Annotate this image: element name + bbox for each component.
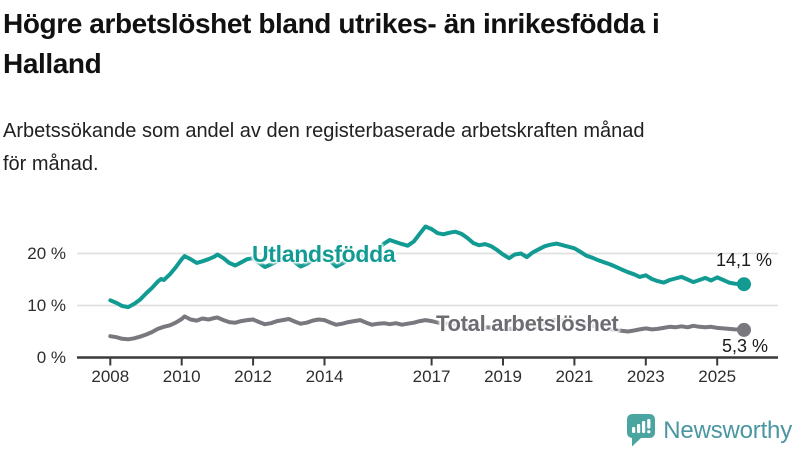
series-line-total — [108, 314, 746, 342]
x-axis-label: 2025 — [698, 367, 737, 386]
x-axis-label: 2021 — [555, 367, 594, 386]
value-label-total-arbetsloshet: 5,3 % — [722, 336, 769, 356]
x-axis-label: 2010 — [162, 367, 201, 386]
x-axis-label: 2019 — [484, 367, 522, 386]
newsworthy-logo[interactable]: Newsworthy — [627, 414, 792, 447]
y-axis-label: 0 % — [36, 347, 66, 367]
series-label-total-arbetsloshet: Total arbetslöshet — [436, 311, 619, 336]
chart-subtitle-line1: Arbetssökande som andel av den registerb… — [3, 120, 645, 142]
x-axis-label: 2023 — [626, 367, 665, 386]
end-dot-total — [737, 322, 751, 337]
x-axis-label: 2008 — [91, 367, 130, 386]
y-axis-label: 10 % — [27, 295, 66, 315]
x-axis-label: 2017 — [412, 367, 451, 386]
chart-subtitle-line2: för månad. — [3, 153, 99, 175]
end-dot-utlandsfodda — [737, 277, 751, 292]
chart-title-line2: Halland — [3, 48, 102, 79]
value-label-utlandsfodda: 14,1 % — [716, 250, 773, 270]
chart-title: Högre arbetslöshet bland utrikes- än inr… — [3, 4, 795, 84]
chart-subtitle: Arbetssökande som andel av den registerb… — [3, 115, 793, 181]
chart-title-line1: Högre arbetslöshet bland utrikes- än inr… — [3, 8, 660, 39]
newsworthy-logo-text: Newsworthy — [663, 416, 792, 444]
newsworthy-bubble-chart-icon — [627, 414, 656, 447]
y-axis-label: 20 % — [27, 243, 66, 263]
x-axis-label: 2012 — [234, 367, 272, 386]
series-label-utlandsfodda: Utlandsfödda — [252, 241, 396, 267]
series-line-utlandsfodda — [108, 224, 746, 310]
x-axis-label: 2014 — [305, 367, 344, 386]
